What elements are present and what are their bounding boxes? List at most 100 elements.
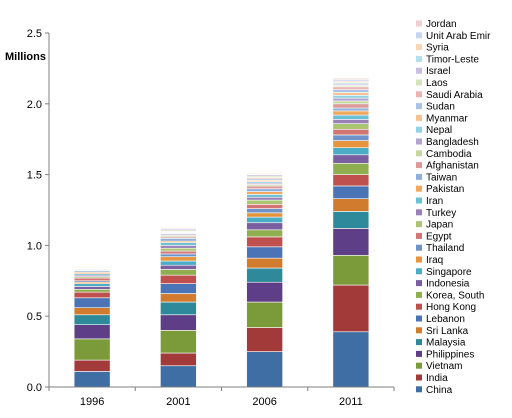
legend-swatch <box>416 114 422 121</box>
bar-segment-turkey-2006 <box>246 196 283 201</box>
bar-segment-malaysia-2001 <box>160 301 197 316</box>
legend-label: Indonesia <box>426 279 470 290</box>
x-tick-label: 2001 <box>166 396 190 408</box>
bar-segment-jordan-2006 <box>246 171 283 173</box>
legend-label: Sudan <box>426 102 455 113</box>
bar-segment-sudan-2011 <box>332 89 370 93</box>
legend-swatch <box>416 303 422 310</box>
legend-swatch <box>416 91 422 98</box>
legend-swatch <box>416 244 422 251</box>
legend-label: China <box>426 385 453 396</box>
x-tick-label: 1996 <box>80 396 104 408</box>
legend-swatch <box>416 44 422 51</box>
bar-segment-turkey-2011 <box>332 119 370 124</box>
x-tick-label: 2006 <box>252 396 276 408</box>
bar-segment-india-1996 <box>73 359 111 372</box>
legend-swatch <box>416 339 422 346</box>
legend-label: Sri Lanka <box>426 326 469 337</box>
bar-segment-taiwan-2011 <box>332 107 370 112</box>
legend-swatch <box>416 67 422 74</box>
bar-segment-indonesia-1996 <box>73 286 111 290</box>
bar-segment-india-2001 <box>160 352 197 367</box>
bar-segment-philippines-2001 <box>160 314 197 331</box>
bar-segment-philippines-1996 <box>73 324 111 340</box>
bar-segment-thailand-2006 <box>246 208 283 214</box>
bar-segment-thailand-2001 <box>160 253 197 258</box>
legend-swatch <box>416 327 422 334</box>
legend-label: Vietnam <box>426 361 463 372</box>
bar-segment-iraq-2006 <box>246 212 283 218</box>
y-tick-label: 1.5 <box>27 170 42 182</box>
legend-label: Pakistan <box>426 184 464 195</box>
legend-label: Israel <box>426 66 450 77</box>
legend-swatch <box>416 232 422 239</box>
y-tick-label: 2.5 <box>27 28 42 40</box>
bar-segment-china-2006 <box>246 351 283 388</box>
bar-segment-singapore-2006 <box>246 216 283 224</box>
legend-label: Myanmar <box>426 113 468 124</box>
legend-swatch <box>416 280 422 287</box>
x-axis-ticks: 1996 2001 2006 2011 <box>48 387 395 408</box>
legend-label: Philippines <box>426 349 474 360</box>
bar-segment-hong-kong-1996 <box>73 291 111 299</box>
legend-swatch <box>416 386 422 393</box>
bars-group <box>73 78 370 388</box>
bar-segment-vietnam-2011 <box>332 255 370 286</box>
bar-segment-india-2006 <box>246 327 283 352</box>
bar-segment-lebanon-2001 <box>160 283 197 294</box>
bar-segment-myanmar-2011 <box>332 92 370 96</box>
bar-segment-india-2011 <box>332 284 370 333</box>
bar-segment-lebanon-2006 <box>246 246 283 259</box>
legend-swatch <box>416 55 422 62</box>
legend-swatch <box>416 197 422 204</box>
legend-swatch <box>416 185 422 192</box>
bar-segment-nepal-2011 <box>332 95 370 99</box>
bar-segment-egypt-1996 <box>73 277 111 282</box>
bar-segment-indonesia-2011 <box>332 154 370 164</box>
bar-segment-china-1996 <box>73 371 111 388</box>
legend-swatch <box>416 268 422 275</box>
legend-swatch <box>416 256 422 263</box>
bar-segment-korea-south-2006 <box>246 229 283 238</box>
legend-swatch <box>416 291 422 298</box>
y-tick-label: 1.0 <box>27 240 42 252</box>
bar-segment-sri-lanka-2011 <box>332 198 370 212</box>
bar-segment-singapore-2011 <box>332 147 370 156</box>
legend-swatch <box>416 221 422 228</box>
legend-label: Hong Kong <box>426 302 476 313</box>
legend-swatch <box>416 126 422 133</box>
bar-segment-saudi-arabia-2011 <box>332 86 370 90</box>
bar-segment-malaysia-2006 <box>246 267 283 283</box>
bar-segment-singapore-1996 <box>73 283 111 287</box>
legend-label: India <box>426 373 448 384</box>
y-axis-label: Millions <box>5 51 46 63</box>
bar-segment-afghanistan-2011 <box>332 103 370 109</box>
y-tick-label: 0.0 <box>27 382 42 394</box>
legend-label: Bangladesh <box>426 137 479 148</box>
bar-segment-sri-lanka-2001 <box>160 293 197 303</box>
legend-label: Lebanon <box>426 314 465 325</box>
bar-segment-pakistan-2011 <box>332 110 370 116</box>
legend-swatch <box>416 103 422 110</box>
bar-segment-sri-lanka-1996 <box>73 307 111 316</box>
legend-label: Saudi Arabia <box>426 90 483 101</box>
legend-label: Timor-Leste <box>426 54 479 65</box>
bar-segment-taiwan-2006 <box>246 188 283 192</box>
legend-label: Egypt <box>426 231 452 242</box>
bar-segment-hong-kong-2006 <box>246 236 283 248</box>
legend-swatch <box>416 209 422 216</box>
legend-swatch <box>416 150 422 157</box>
legend-label: Korea, South <box>426 290 484 301</box>
bar-segment-singapore-2001 <box>160 260 197 266</box>
bar-segment-turkey-2001 <box>160 245 197 249</box>
legend-label: Iran <box>426 196 443 207</box>
bar-segment-jordan-2011 <box>332 78 370 81</box>
bar-segment-indonesia-2006 <box>246 222 283 231</box>
legend-label: Taiwan <box>426 172 457 183</box>
bar-segment-philippines-2006 <box>246 281 283 303</box>
legend-swatch <box>416 374 422 381</box>
legend-label: Nepal <box>426 125 452 136</box>
bar-segment-hong-kong-2011 <box>332 174 370 187</box>
